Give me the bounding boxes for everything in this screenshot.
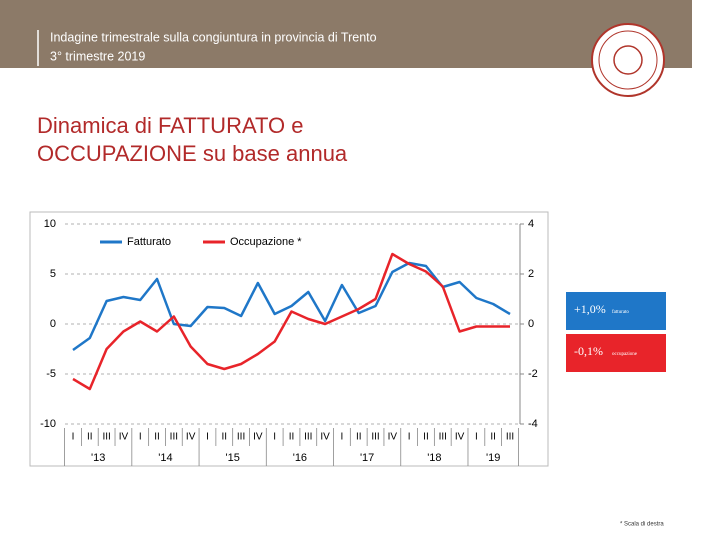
callout-value: +1,0% [574,302,606,316]
callout-text: occupazione [612,352,638,357]
y-tick-label: -5 [46,368,56,380]
x-tick-label: I [341,432,344,443]
legend-label: Fatturato [127,236,171,248]
x-tick-label: II [289,432,295,443]
y2-tick-label: 0 [528,318,534,330]
legend-label: Occupazione * [230,236,302,248]
slide-title: Dinamica di FATTURATO e [37,113,304,138]
y-tick-label: -10 [40,418,56,430]
x-tick-label: IV [253,432,263,443]
y-tick-label: 5 [50,268,56,280]
x-tick-label: II [87,432,93,443]
x-tick-label: III [506,432,514,443]
year-label: '17 [360,452,374,464]
header-band [0,0,692,68]
chart-frame [29,211,549,467]
slide-title: OCCUPAZIONE su base annua [37,141,348,166]
y-tick-label: 10 [44,218,56,230]
logo [591,23,665,97]
y-tick-label: 0 [50,318,56,330]
x-tick-label: I [72,432,75,443]
x-tick-label: III [304,432,312,443]
footnote: * Scala di destra [620,522,664,528]
callout-box [566,334,666,372]
x-tick-label: I [475,432,478,443]
year-label: '13 [91,452,105,464]
x-tick-label: I [273,432,276,443]
x-tick-label: I [408,432,411,443]
x-tick-label: IV [186,432,196,443]
year-label: '19 [486,452,500,464]
callout-box [566,292,666,330]
x-tick-label: III [102,432,110,443]
x-tick-label: IV [455,432,465,443]
x-tick-label: II [423,432,429,443]
x-tick-label: I [206,432,209,443]
x-tick-label: III [439,432,447,443]
x-tick-label: II [490,432,496,443]
x-tick-label: IV [119,432,129,443]
x-tick-label: II [356,432,362,443]
year-label: '15 [226,452,240,464]
y2-tick-label: 2 [528,268,534,280]
y2-tick-label: 4 [528,218,534,230]
header-line: Indagine trimestrale sulla congiuntura i… [50,30,377,44]
x-tick-label: IV [388,432,398,443]
x-tick-label: II [154,432,160,443]
year-label: '18 [427,452,441,464]
year-label: '16 [293,452,307,464]
y2-tick-label: -4 [528,418,538,430]
series-line [72,252,510,391]
x-tick-label: II [221,432,227,443]
y2-tick-label: -2 [528,368,538,380]
x-tick-label: III [371,432,379,443]
callout-text: fatturato [612,310,629,315]
year-label: '14 [158,452,172,464]
x-tick-label: III [237,432,245,443]
x-tick-label: I [139,432,142,443]
x-tick-label: III [170,432,178,443]
x-tick-label: IV [320,432,330,443]
header-line: 3° trimestre 2019 [50,49,145,63]
callout-value: -0,1% [574,344,603,358]
